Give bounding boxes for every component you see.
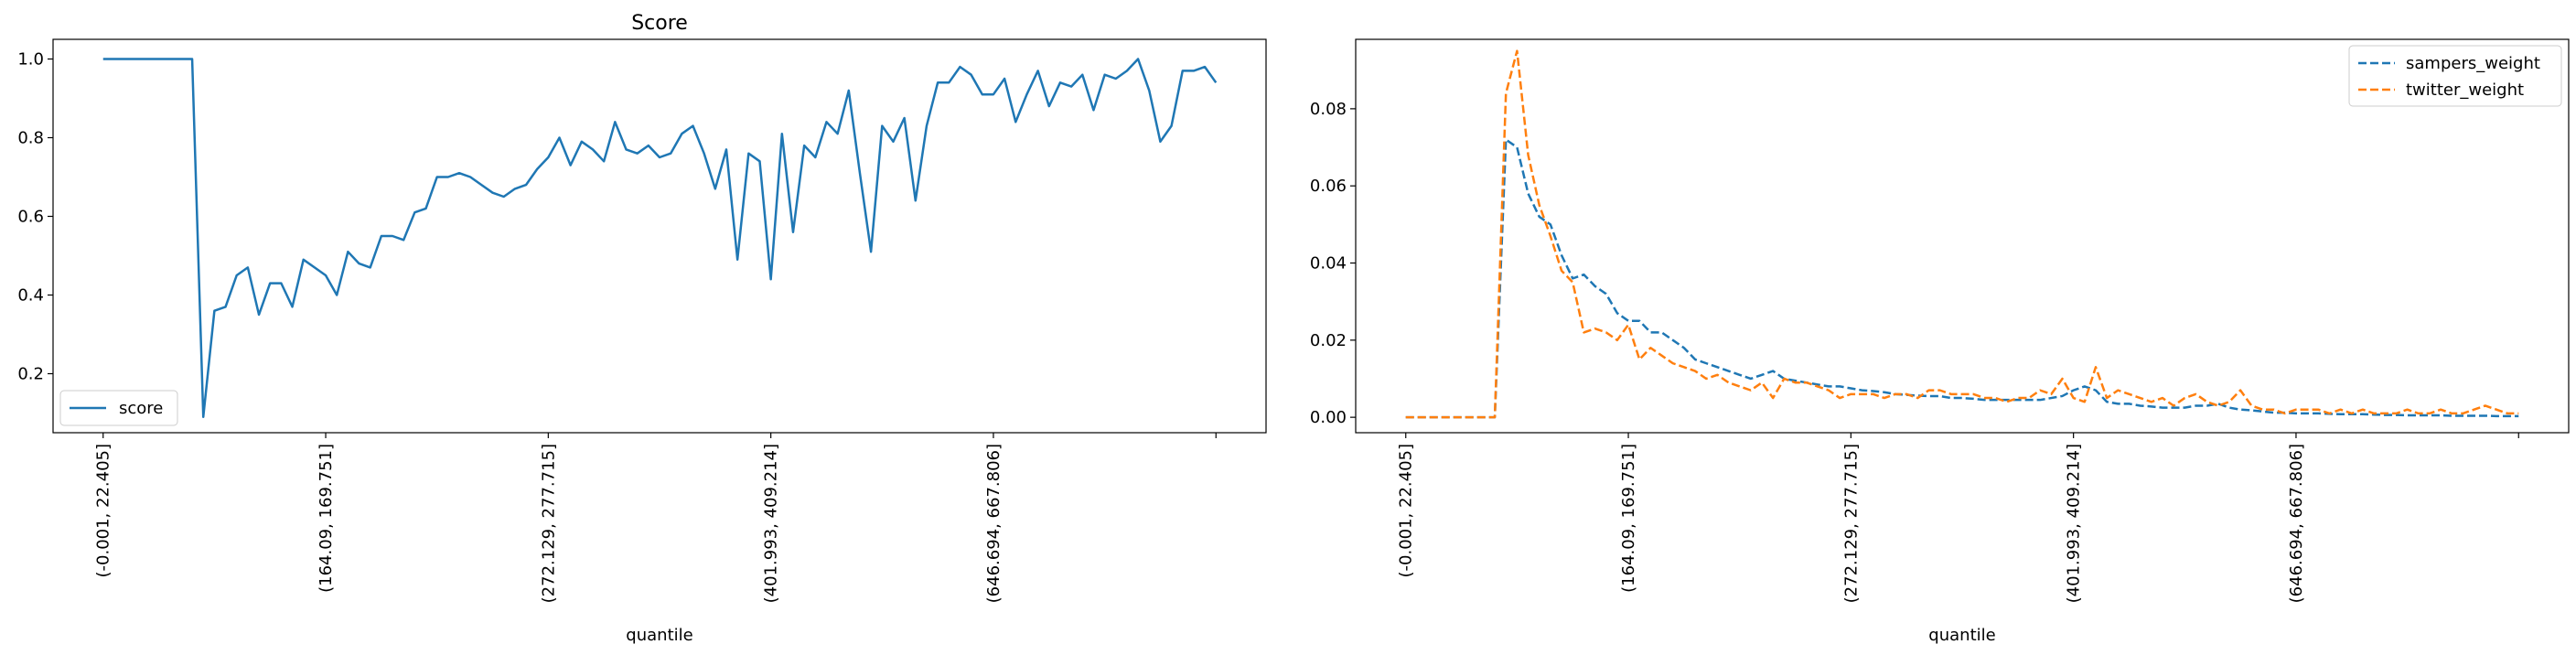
y-tick-label: 0.00 xyxy=(1310,408,1347,427)
x-tick-label: (401.993, 409.214] xyxy=(762,444,781,603)
y-axis: 0.00 0.02 0.04 0.06 0.08 xyxy=(1310,100,1356,427)
y-axis: 0.2 0.4 0.6 0.8 1.0 xyxy=(17,50,53,384)
y-tick-label: 0.6 xyxy=(17,208,44,227)
legend-label-sampers-weight: sampers_weight xyxy=(2406,54,2540,73)
x-tick-label: (646.694, 667.806] xyxy=(984,444,1004,603)
x-tick-label: (164.09, 169.751] xyxy=(1619,444,1638,593)
weights-chart: 0.00 0.02 0.04 0.06 0.08 (-0.001, 22.405] (16… xyxy=(1310,38,2570,645)
series-line-sampers-weight xyxy=(1405,138,2519,419)
y-tick-label: 0.06 xyxy=(1310,177,1347,196)
score-chart: Score 0.2 0.4 0.6 0.8 1.0 (-0.001, 22.405] (1… xyxy=(17,12,1267,645)
legend: score xyxy=(59,390,178,426)
x-tick-label: (272.129, 277.715] xyxy=(539,444,558,603)
y-tick-label: 0.2 xyxy=(17,365,44,384)
series-layer xyxy=(1405,49,2519,419)
y-tick-label: 0.02 xyxy=(1310,331,1347,350)
chart-title: Score xyxy=(631,12,688,35)
y-tick-label: 0.08 xyxy=(1310,100,1347,119)
legend: sampers_weight twitter_weight xyxy=(2348,45,2562,107)
legend-label-twitter-weight: twitter_weight xyxy=(2406,81,2524,100)
x-tick-label: (272.129, 277.715] xyxy=(1841,444,1861,603)
series-line-twitter-weight xyxy=(1405,49,2519,419)
legend-box xyxy=(59,390,178,426)
series-layer xyxy=(102,58,1218,419)
x-tick-label: (-0.001, 22.405] xyxy=(1397,444,1416,578)
x-axis: (-0.001, 22.405] (164.09, 169.751] (272.12… xyxy=(1397,433,2519,603)
x-axis-label: quantile xyxy=(626,626,692,645)
y-tick-label: 0.8 xyxy=(17,129,44,148)
legend-label-score: score xyxy=(119,399,163,418)
x-tick-label: (646.694, 667.806] xyxy=(2287,444,2306,603)
legend-box xyxy=(2348,45,2562,107)
x-axis: (-0.001, 22.405] (164.09, 169.751] (272.12… xyxy=(94,433,1217,603)
x-tick-label: (-0.001, 22.405] xyxy=(94,444,113,578)
x-tick-label: (164.09, 169.751] xyxy=(317,444,336,593)
y-tick-label: 0.04 xyxy=(1310,254,1347,274)
x-axis-label: quantile xyxy=(1928,626,1995,645)
y-tick-label: 1.0 xyxy=(17,50,44,70)
plot-frame xyxy=(52,38,1267,434)
x-tick-label: (401.993, 409.214] xyxy=(2065,444,2084,603)
y-tick-label: 0.4 xyxy=(17,286,44,306)
series-line-score xyxy=(102,58,1218,419)
plot-frame xyxy=(1355,38,2570,434)
